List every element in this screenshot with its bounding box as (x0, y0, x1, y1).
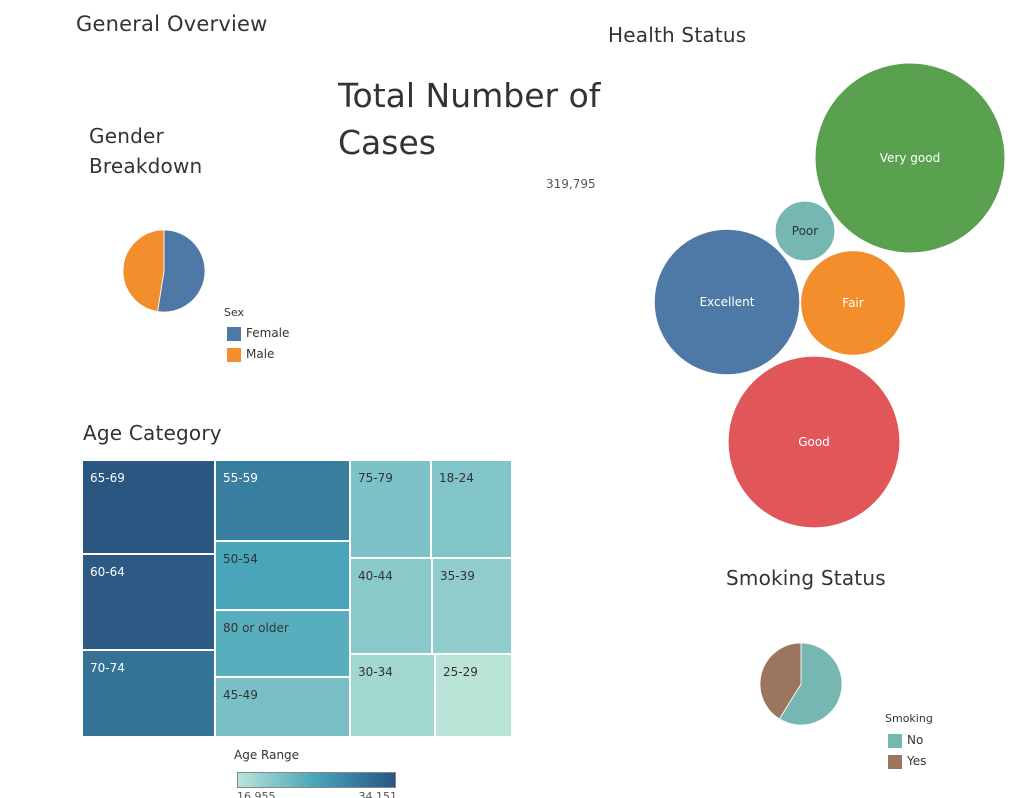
health-bubble-fair (800, 250, 906, 356)
health-bubble-excellent (653, 228, 801, 376)
age-cell-label: 65-69 (90, 471, 125, 485)
age-cell-label: 50-54 (223, 552, 258, 566)
age-cell-label: 75-79 (358, 471, 393, 485)
no-swatch (888, 734, 902, 748)
age-cell-18-24: 18-24 (431, 460, 512, 558)
smoking-pie-chart (759, 642, 843, 726)
smoking-legend: No Yes (887, 733, 1007, 777)
age-cell-label: 60-64 (90, 565, 125, 579)
male-swatch (227, 348, 241, 362)
age-cell-label: 18-24 (439, 471, 474, 485)
female-swatch (227, 327, 241, 341)
age-color-scale (237, 772, 396, 788)
legend-label-male: Male (246, 347, 275, 361)
gender-slice-male (122, 229, 165, 312)
legend-label-no: No (907, 733, 924, 747)
legend-label-yes: Yes (907, 754, 927, 768)
age-scale-max: 34,151 (358, 790, 398, 798)
age-cell-75-79: 75-79 (350, 460, 431, 558)
yes-swatch (888, 755, 902, 769)
age-cell-40-44: 40-44 (350, 558, 432, 654)
smoking-slice-yes (759, 642, 802, 720)
health-label-very-good: Very good (880, 151, 940, 165)
age-cell-60-64: 60-64 (82, 554, 215, 650)
age-chart-title: Age Category (83, 421, 222, 445)
legend-label-female: Female (246, 326, 290, 340)
age-legend-title: Age Range (234, 748, 300, 762)
gender-legend-title: Sex (224, 306, 245, 319)
health-label-fair: Fair (842, 296, 863, 310)
health-bubble-poor (774, 200, 836, 262)
gender-slice-female (157, 229, 206, 313)
health-label-poor: Poor (792, 224, 818, 238)
health-label-good: Good (798, 435, 830, 449)
age-cell-80-or-older: 80 or older (215, 610, 350, 677)
gender-pie-chart (122, 229, 206, 313)
total-cases-value: 319,795 (546, 177, 596, 191)
age-cell-65-69: 65-69 (82, 460, 215, 554)
health-chart-title: Health Status (608, 23, 747, 47)
gender-legend: Female Male (226, 326, 346, 370)
age-cell-label: 30-34 (358, 665, 393, 679)
smoking-legend-title: Smoking (885, 712, 933, 725)
age-cell-label: 40-44 (358, 569, 393, 583)
gender-chart-title: Gender Breakdown (89, 124, 203, 178)
age-treemap: 65-69 60-64 70-74 55-59 50-54 80 or older 45-4… (82, 460, 512, 737)
age-cell-label: 25-29 (443, 665, 478, 679)
age-cell-45-49: 45-49 (215, 677, 350, 737)
age-cell-label: 80 or older (223, 621, 289, 635)
age-cell-70-74: 70-74 (82, 650, 215, 737)
dashboard-title: General Overview (76, 12, 268, 36)
age-cell-30-34: 30-34 (350, 654, 435, 737)
age-cell-35-39: 35-39 (432, 558, 512, 654)
age-cell-label: 70-74 (90, 661, 125, 675)
health-label-excellent: Excellent (700, 295, 755, 309)
health-bubble-chart: Very good Good Excellent Fair Poor (653, 62, 1006, 529)
age-cell-label: 45-49 (223, 688, 258, 702)
age-cell-25-29: 25-29 (435, 654, 512, 737)
smoking-slice-no (778, 642, 843, 726)
age-scale-labels: 16,955 34,151 (237, 790, 397, 798)
age-scale-min: 16,955 (237, 790, 276, 798)
health-bubble-very-good (814, 62, 1006, 254)
health-bubble-good (727, 355, 901, 529)
smoking-chart-title: Smoking Status (726, 566, 886, 590)
age-cell-55-59: 55-59 (215, 460, 350, 541)
total-cases-title: Total Number of Cases (338, 76, 601, 162)
age-cell-50-54: 50-54 (215, 541, 350, 610)
age-cell-label: 55-59 (223, 471, 258, 485)
age-cell-label: 35-39 (440, 569, 475, 583)
